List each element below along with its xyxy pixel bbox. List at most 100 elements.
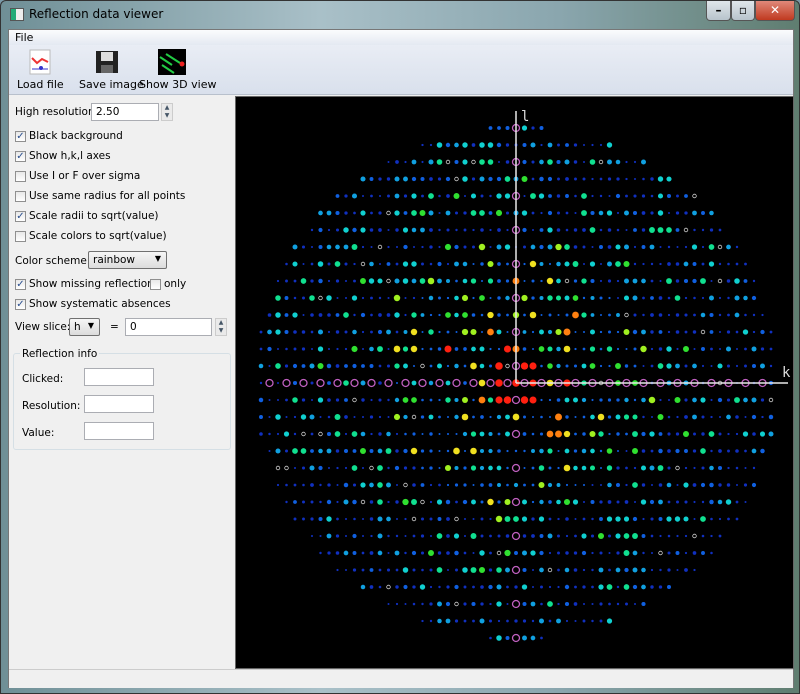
reflection-point	[377, 482, 383, 488]
reflection-point	[506, 313, 509, 317]
color-scheme-select[interactable]: rainbow ▼	[88, 251, 167, 269]
reflection-point	[641, 431, 646, 437]
reflection-point	[489, 602, 492, 606]
load-file-button[interactable]: Load file	[17, 47, 64, 93]
reflection-point	[402, 567, 409, 573]
reflection-point	[302, 483, 305, 487]
reflection-point	[445, 601, 451, 607]
reflection-point	[582, 602, 586, 606]
reflection-point	[625, 602, 628, 606]
reflection-point	[666, 193, 672, 199]
only-checkbox[interactable]: only	[150, 278, 186, 290]
reflection-point	[387, 194, 390, 198]
reflection-point	[334, 261, 341, 267]
reflection-point	[615, 533, 621, 539]
show-axes-checkbox[interactable]: ✓ Show h,k,l axes	[15, 150, 111, 162]
reflection-point	[564, 159, 570, 165]
reflection-point	[709, 228, 714, 232]
reflection-point	[387, 534, 390, 538]
reflection-point	[455, 228, 458, 232]
reflection-point	[693, 500, 696, 504]
reflection-point	[370, 398, 373, 402]
scale-colors-checkbox[interactable]: Scale colors to sqrt(value)	[15, 230, 167, 242]
minimize-button[interactable]: –	[706, 1, 731, 21]
reflection-point	[692, 414, 697, 420]
reflection-point	[658, 585, 663, 589]
view-slice-axis-select[interactable]: h ▼	[69, 318, 100, 336]
reflection-point	[343, 380, 349, 386]
reflection-point	[395, 381, 399, 385]
use-sigma-checkbox[interactable]: Use I or F over sigma	[15, 170, 140, 182]
reflection-point	[650, 449, 654, 453]
reflection-point	[555, 295, 562, 301]
high-resolution-input[interactable]: 2.50	[91, 103, 159, 121]
view-slice-spinner[interactable]: ▲ ▼	[215, 318, 227, 336]
reflection-point	[565, 313, 569, 317]
reflection-point	[335, 551, 340, 555]
resolution-field[interactable]	[84, 395, 154, 413]
reflection-point	[650, 296, 654, 300]
reflection-point	[479, 550, 485, 556]
reflection-point	[445, 312, 451, 318]
reflection-point	[599, 619, 603, 623]
reflection-point	[353, 415, 356, 419]
reflection-point	[421, 296, 424, 300]
reflection-point	[676, 415, 679, 419]
reflection-point	[446, 415, 450, 419]
reflection-point	[395, 568, 399, 572]
menu-file[interactable]: File	[15, 31, 34, 44]
reflection-point	[591, 398, 594, 402]
reflection-point	[444, 243, 452, 251]
scale-radii-checkbox[interactable]: ✓ Scale radii to sqrt(value)	[15, 210, 159, 222]
reflection-point	[657, 193, 664, 199]
reflection-point	[607, 415, 612, 419]
reflection-plot[interactable]: l k	[235, 96, 794, 669]
reflection-point	[421, 568, 424, 572]
reflection-point	[667, 398, 671, 402]
reflection-point	[726, 364, 731, 368]
reflection-point	[377, 499, 383, 505]
reflection-point	[641, 245, 646, 249]
show-3d-view-button[interactable]: Show 3D view	[139, 47, 216, 93]
close-button[interactable]: ✕	[755, 1, 795, 21]
reflection-point	[394, 363, 400, 369]
reflection-point	[658, 483, 663, 487]
missing-reflection	[598, 159, 604, 165]
show-absences-checkbox[interactable]: ✓ Show systematic absences	[15, 298, 171, 310]
reflection-point	[479, 346, 485, 352]
reflection-point	[395, 262, 399, 266]
reflection-point	[615, 261, 621, 267]
reflection-plot-canvas[interactable]	[236, 97, 793, 668]
value-field[interactable]	[84, 422, 154, 440]
reflection-point	[624, 500, 629, 504]
reflection-point	[718, 432, 722, 436]
maximize-button[interactable]: ▫	[731, 1, 755, 21]
reflection-point	[572, 261, 579, 267]
reflection-point	[548, 517, 552, 521]
reflection-point	[319, 500, 322, 504]
reflection-point	[361, 551, 365, 555]
reflection-point	[378, 432, 382, 436]
save-image-button[interactable]: Save image	[79, 47, 144, 93]
same-radius-checkbox[interactable]: Use same radius for all points	[15, 190, 185, 202]
reflection-point	[336, 296, 339, 300]
reflection-point	[608, 432, 611, 436]
reflection-point	[718, 347, 722, 351]
reflection-point	[623, 550, 630, 556]
reflection-point	[300, 414, 307, 420]
show-missing-checkbox[interactable]: ✓ Show missing reflections	[15, 278, 160, 290]
reflection-point	[666, 278, 672, 284]
reflection-point	[625, 160, 628, 164]
reflection-point	[403, 330, 408, 334]
reflection-point	[412, 483, 416, 487]
high-resolution-spinner[interactable]: ▲ ▼	[161, 103, 173, 121]
view-slice-input[interactable]: 0	[125, 318, 212, 336]
reflection-point	[275, 329, 281, 335]
black-background-checkbox[interactable]: ✓ Black background	[15, 130, 123, 142]
reflection-point	[640, 499, 647, 505]
clicked-field[interactable]	[84, 368, 154, 386]
reflection-point	[557, 449, 560, 453]
reflection-point	[445, 278, 451, 284]
reflection-point	[642, 415, 645, 419]
reflection-point	[520, 396, 529, 404]
